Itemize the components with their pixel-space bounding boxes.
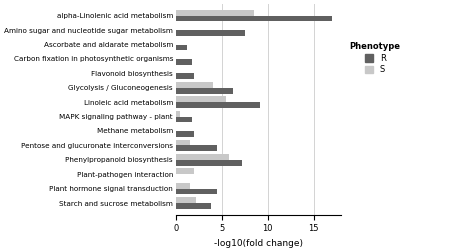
Bar <box>176 45 187 50</box>
Bar <box>176 197 196 203</box>
Bar <box>176 73 194 79</box>
Bar <box>176 168 194 174</box>
Bar <box>176 154 229 160</box>
Bar <box>176 188 217 194</box>
Bar <box>176 131 194 137</box>
Bar <box>176 10 254 16</box>
Bar <box>176 111 181 117</box>
Bar <box>176 117 192 122</box>
Legend: R, S: R, S <box>347 40 403 77</box>
Bar <box>176 59 192 65</box>
Bar <box>176 145 217 151</box>
Bar <box>176 30 245 36</box>
Bar <box>176 88 233 93</box>
Bar <box>176 203 211 209</box>
Bar <box>176 102 260 108</box>
Bar <box>176 97 227 102</box>
Bar <box>176 183 190 188</box>
Bar <box>176 140 190 145</box>
X-axis label: -log10(fold change): -log10(fold change) <box>214 239 303 248</box>
Bar <box>176 16 332 21</box>
Bar <box>176 82 212 88</box>
Bar <box>176 160 242 166</box>
